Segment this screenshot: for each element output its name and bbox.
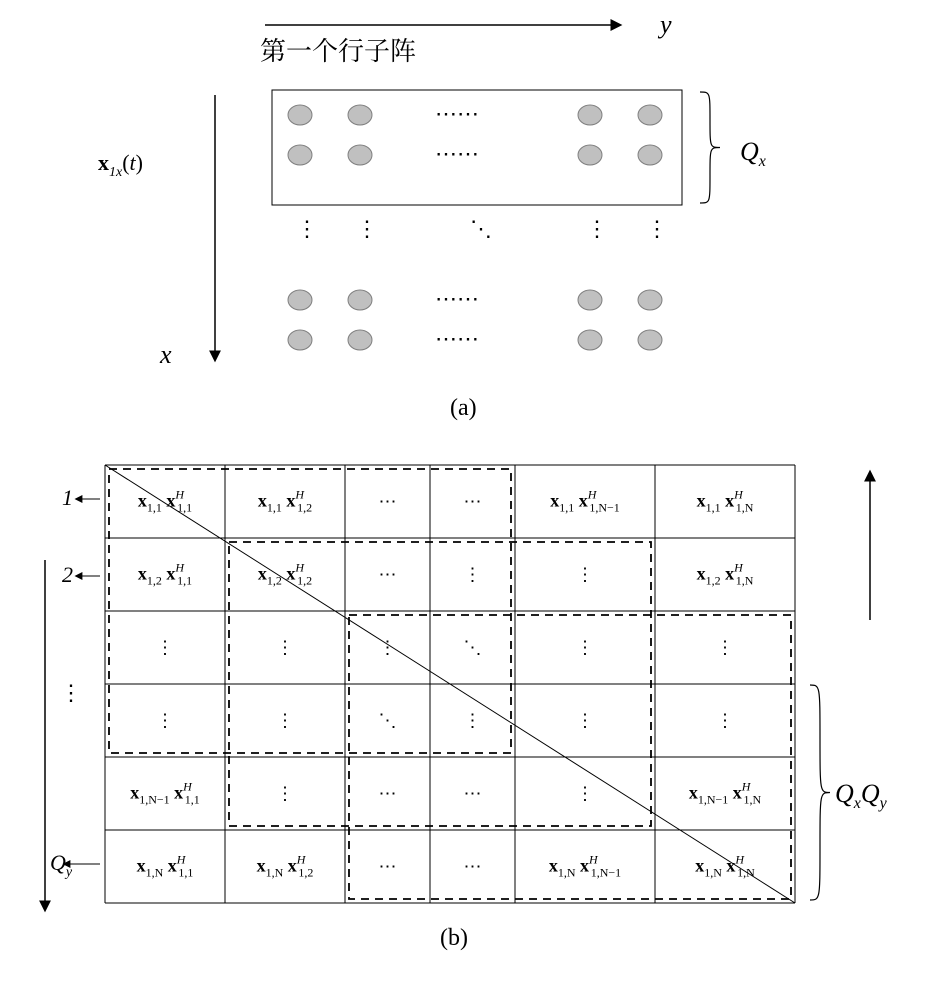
- matrix-cell-dots: ⋱: [464, 638, 482, 658]
- matrix-cell: x1,1 xH1,2: [258, 488, 312, 515]
- matrix-cell-dots: ⋮: [379, 638, 397, 658]
- matrix-cell: x1,2 xH1,2: [258, 561, 312, 588]
- array-node: [288, 145, 312, 165]
- matrix-cell-dots: ⋮: [276, 784, 294, 804]
- matrix-cell-dots: ⋯: [379, 784, 397, 804]
- qxqy-brace: [810, 685, 830, 900]
- matrix-cell: x1,2 xH1,1: [138, 561, 192, 588]
- v-dots: ⋮: [646, 216, 668, 241]
- v-dots: ⋮: [296, 216, 318, 241]
- matrix-cell-dots: ⋮: [276, 711, 294, 731]
- x1x-label: x1x(t): [98, 150, 143, 180]
- matrix-cell-dots: ⋮: [576, 711, 594, 731]
- matrix-cell-dots: ⋮: [576, 638, 594, 658]
- row-subarray-caption: 第一个行子阵: [260, 31, 416, 68]
- array-node: [288, 330, 312, 350]
- matrix-cell-dots: ⋮: [716, 638, 734, 658]
- v-dots: ⋮: [586, 216, 608, 241]
- array-node: [578, 290, 602, 310]
- array-node: [578, 330, 602, 350]
- v-dots: ⋮: [356, 216, 378, 241]
- matrix-cell: x1,1 xH1,N−1: [550, 488, 620, 515]
- matrix-cell-dots: ⋮: [464, 711, 482, 731]
- left-index-qy: Qy: [50, 850, 100, 880]
- h-dots: ⋯⋯: [435, 141, 479, 166]
- h-dots: ⋯⋯: [435, 286, 479, 311]
- matrix-cell-dots: ⋯: [464, 784, 482, 804]
- h-dots: ⋯⋯: [435, 101, 479, 126]
- left-index-2: 2: [62, 562, 100, 587]
- matrix-cell-dots: ⋮: [276, 638, 294, 658]
- matrix-cell: x1,N xH1,1: [137, 853, 194, 880]
- matrix-cell: x1,N xH1,N: [695, 853, 755, 880]
- matrix-cell: x1,2 xH1,N: [697, 561, 754, 588]
- matrix-cell-dots: ⋯: [379, 857, 397, 877]
- diagram-root: y 第一个行子阵 x x1x(t) ⋯⋯⋯⋯⋯⋯⋯⋯ ⋮⋮⋮⋮ ⋱ Qx (a): [0, 0, 928, 1000]
- qx-brace: [700, 92, 720, 203]
- h-dots: ⋯⋯: [435, 326, 479, 351]
- svg-text:Qy: Qy: [50, 850, 73, 880]
- qxqy-label: QxQy: [835, 779, 888, 812]
- panel-b: x1,1 xH1,1 x1,1 xH1,2 ⋯ ⋯ x1,1 xH1,N−1 x1,1 x…: [45, 465, 888, 951]
- matrix-cell-dots: ⋮: [576, 565, 594, 585]
- array-node: [578, 145, 602, 165]
- matrix-cell: x1,N−1 xH1,1: [130, 780, 200, 807]
- matrix-cell: x1,N xH1,2: [257, 853, 314, 880]
- array-node: [348, 290, 372, 310]
- array-node: [578, 105, 602, 125]
- x-axis-label: x: [159, 340, 172, 369]
- panel-b-label: (b): [440, 925, 468, 951]
- panel-a-label: (a): [450, 395, 477, 421]
- diag-ellipsis: ⋱: [470, 216, 492, 241]
- matrix-cell-dots: ⋯: [379, 492, 397, 512]
- qx-label: Qx: [740, 137, 766, 170]
- left-ellipsis: ⋮: [60, 680, 82, 705]
- array-node: [638, 290, 662, 310]
- array-node: [348, 105, 372, 125]
- panel-a: y 第一个行子阵 x x1x(t) ⋯⋯ ⋯⋯ ⋯⋯ ⋯⋯ ⋮ ⋮ ⋮ ⋮ ⋱ Qx (a): [98, 10, 766, 421]
- array-node: [288, 105, 312, 125]
- matrix-cell-dots: ⋯: [379, 565, 397, 585]
- array-node: [638, 105, 662, 125]
- array-node: [348, 330, 372, 350]
- matrix-cell: x1,1 xH1,N: [697, 488, 754, 515]
- array-node: [288, 290, 312, 310]
- matrix-cell: x1,1 xH1,1: [138, 488, 192, 515]
- matrix-cell-dots: ⋮: [156, 711, 174, 731]
- svg-text:2: 2: [62, 562, 73, 587]
- array-node: [638, 330, 662, 350]
- matrix-cell-dots: ⋮: [716, 711, 734, 731]
- array-node: [348, 145, 372, 165]
- matrix-cell-dots: ⋮: [156, 638, 174, 658]
- matrix-cell: x1,N−1 xH1,N: [689, 780, 762, 807]
- matrix-cell: x1,N xH1,N−1: [549, 853, 621, 880]
- matrix-cell-dots: ⋯: [464, 857, 482, 877]
- matrix-cell-dots: ⋮: [576, 784, 594, 804]
- matrix-cell-dots: ⋯: [464, 492, 482, 512]
- y-axis-label: y: [657, 10, 672, 39]
- matrix-cell-dots: ⋱: [379, 711, 397, 731]
- svg-text:1: 1: [62, 485, 73, 510]
- matrix-cell-dots: ⋮: [464, 565, 482, 585]
- left-index-1: 1: [62, 485, 100, 510]
- array-node: [638, 145, 662, 165]
